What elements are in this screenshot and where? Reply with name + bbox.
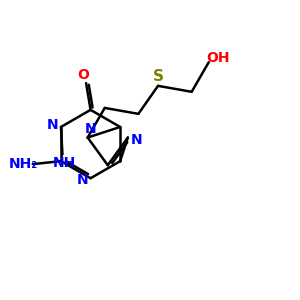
Text: N: N bbox=[76, 173, 88, 187]
Text: N: N bbox=[85, 122, 96, 136]
Text: NH: NH bbox=[52, 156, 76, 170]
Text: N: N bbox=[130, 133, 142, 147]
Text: O: O bbox=[77, 68, 89, 82]
Text: S: S bbox=[152, 69, 164, 84]
Text: NH₂: NH₂ bbox=[9, 157, 38, 170]
Text: N: N bbox=[47, 118, 58, 132]
Text: OH: OH bbox=[206, 51, 230, 65]
